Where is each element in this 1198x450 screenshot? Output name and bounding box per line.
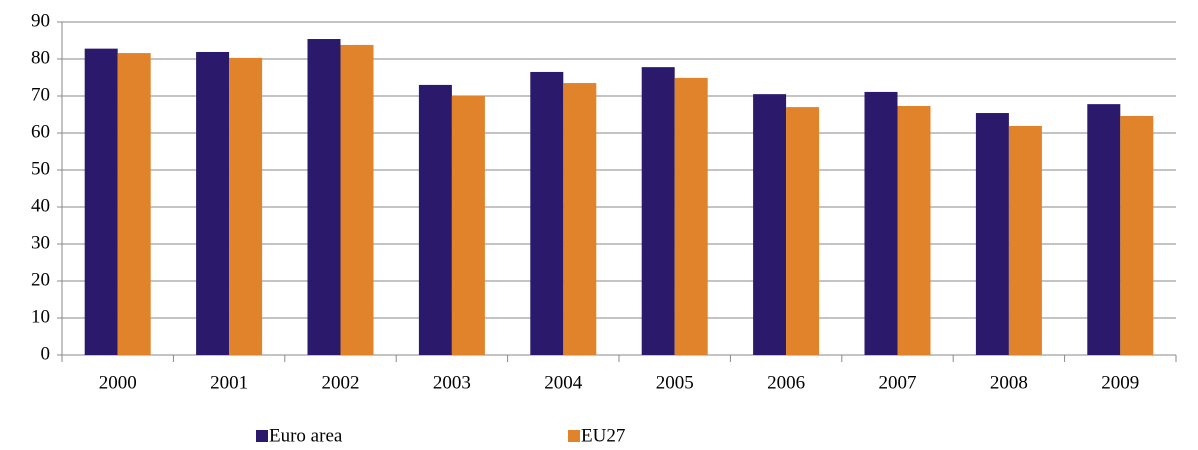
bar	[864, 91, 898, 356]
bar	[340, 44, 374, 355]
x-tick-label: 2007	[879, 372, 917, 393]
x-tick-label: 2002	[322, 372, 360, 393]
bar	[674, 77, 708, 356]
x-tick-label: 2009	[1101, 372, 1139, 393]
legend-label: EU27	[581, 425, 625, 446]
bar	[786, 107, 820, 355]
legend-label: Euro area	[269, 425, 343, 446]
bar	[530, 71, 564, 355]
y-tick-label: 10	[31, 306, 50, 327]
bar	[307, 39, 341, 356]
bar	[117, 53, 151, 355]
y-tick-label: 90	[31, 10, 50, 31]
bar	[975, 113, 1009, 356]
y-tick-label: 40	[31, 195, 50, 216]
x-tick-label: 2000	[99, 372, 137, 393]
bar	[84, 48, 118, 355]
y-tick-label: 30	[31, 232, 50, 253]
bar	[1087, 104, 1121, 355]
bar	[563, 83, 597, 356]
y-tick-label: 80	[31, 47, 50, 68]
y-tick-label: 0	[41, 343, 51, 364]
bar	[451, 96, 485, 355]
legend-swatch	[568, 430, 580, 442]
x-tick-label: 2008	[990, 372, 1028, 393]
bar	[753, 94, 787, 356]
bar	[229, 57, 263, 355]
bar	[196, 51, 230, 355]
x-tick-label: 2003	[433, 372, 471, 393]
bar	[1120, 115, 1154, 355]
bar	[641, 67, 675, 355]
x-tick-label: 2001	[210, 372, 248, 393]
x-tick-label: 2006	[767, 372, 805, 393]
bar	[897, 105, 931, 356]
bar	[1008, 125, 1042, 355]
bar	[418, 84, 452, 356]
x-tick-label: 2004	[544, 372, 583, 393]
y-tick-label: 50	[31, 158, 50, 179]
legend-swatch	[256, 430, 268, 442]
y-tick-label: 70	[31, 84, 50, 105]
x-tick-label: 2005	[656, 372, 694, 393]
y-tick-label: 20	[31, 269, 50, 290]
y-tick-label: 60	[31, 121, 50, 142]
